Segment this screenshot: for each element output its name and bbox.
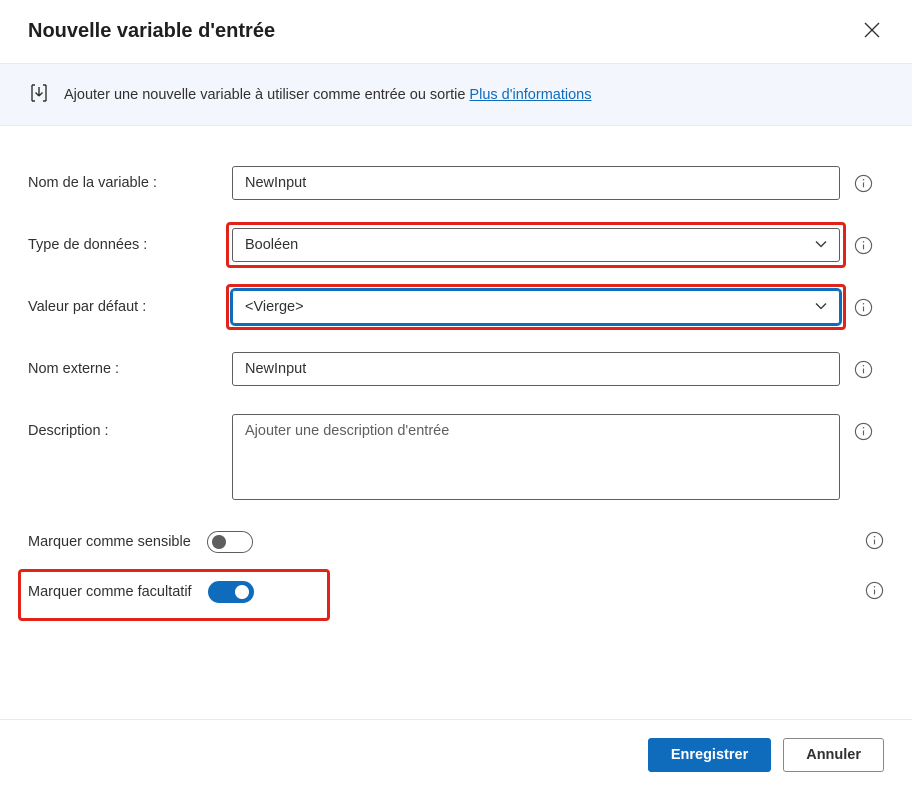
external-name-input[interactable] (232, 352, 840, 386)
optional-toggle-row: Marquer comme facultatif (28, 581, 884, 603)
default-value-label: Valeur par défaut : (28, 290, 218, 315)
data-type-label: Type de données : (28, 228, 218, 253)
optional-label: Marquer comme facultatif (28, 584, 192, 600)
new-input-variable-dialog: Nouvelle variable d'entrée Ajouter une n… (0, 0, 912, 790)
save-button[interactable]: Enregistrer (648, 738, 771, 772)
close-button[interactable] (860, 18, 884, 45)
description-row: Description : (28, 414, 884, 503)
info-icon[interactable] (865, 581, 884, 603)
sensitive-toggle-row: Marquer comme sensible (28, 531, 884, 553)
info-icon[interactable] (854, 360, 873, 382)
variable-name-label: Nom de la variable : (28, 166, 218, 191)
optional-toggle[interactable] (208, 581, 254, 603)
description-label: Description : (28, 414, 218, 439)
data-type-value: Booléen (245, 237, 298, 253)
cancel-button[interactable]: Annuler (783, 738, 884, 772)
toggle-knob (235, 585, 249, 599)
dialog-title: Nouvelle variable d'entrée (28, 20, 275, 43)
download-icon (28, 82, 50, 107)
close-icon (864, 22, 880, 38)
dialog-header: Nouvelle variable d'entrée (0, 0, 912, 63)
external-name-label: Nom externe : (28, 352, 218, 377)
form-body: Nom de la variable : Type de données : B… (0, 126, 912, 719)
more-info-link[interactable]: Plus d'informations (469, 87, 591, 103)
dialog-footer: Enregistrer Annuler (0, 719, 912, 790)
variable-name-row: Nom de la variable : (28, 166, 884, 200)
info-icon[interactable] (854, 236, 873, 258)
data-type-row: Type de données : Booléen (28, 228, 884, 262)
data-type-select[interactable]: Booléen (232, 228, 840, 262)
info-icon[interactable] (854, 422, 873, 444)
info-icon[interactable] (865, 531, 884, 553)
info-bar: Ajouter une nouvelle variable à utiliser… (0, 63, 912, 126)
variable-name-input[interactable] (232, 166, 840, 200)
default-value-select[interactable]: <Vierge> (232, 290, 840, 324)
info-bar-message: Ajouter une nouvelle variable à utiliser… (64, 87, 465, 103)
info-icon[interactable] (854, 174, 873, 196)
sensitive-toggle[interactable] (207, 531, 253, 553)
default-value-row: Valeur par défaut : <Vierge> (28, 290, 884, 324)
info-bar-text: Ajouter une nouvelle variable à utiliser… (64, 87, 591, 103)
info-icon[interactable] (854, 298, 873, 320)
description-textarea[interactable] (232, 414, 840, 500)
sensitive-label: Marquer comme sensible (28, 534, 191, 550)
external-name-row: Nom externe : (28, 352, 884, 386)
default-value-value: <Vierge> (245, 299, 304, 315)
toggle-knob (212, 535, 226, 549)
